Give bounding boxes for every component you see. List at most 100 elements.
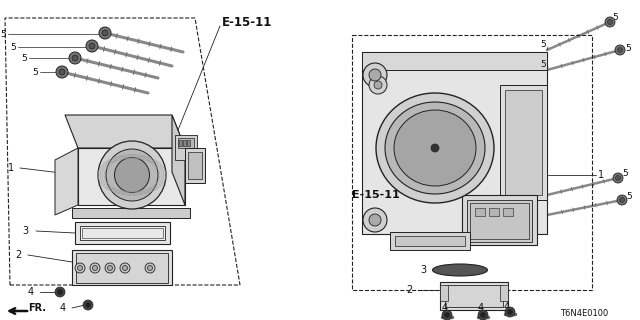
Circle shape: [607, 20, 612, 25]
Text: 5: 5: [32, 68, 38, 76]
Circle shape: [83, 300, 93, 310]
Ellipse shape: [106, 149, 158, 201]
Circle shape: [431, 144, 439, 152]
Circle shape: [147, 266, 152, 270]
Text: E-15-11: E-15-11: [222, 15, 273, 28]
Bar: [390, 232, 470, 250]
Bar: [82, 228, 163, 238]
Bar: [185, 148, 205, 183]
Text: 5: 5: [540, 60, 546, 68]
Circle shape: [617, 195, 627, 205]
Text: E-15-11: E-15-11: [352, 190, 400, 200]
Text: 5: 5: [10, 43, 16, 52]
Text: 5: 5: [622, 169, 628, 178]
Circle shape: [86, 40, 98, 52]
Circle shape: [363, 208, 387, 232]
Text: 1: 1: [8, 163, 14, 173]
Circle shape: [90, 263, 100, 273]
Bar: [179, 140, 182, 146]
Bar: [362, 52, 547, 70]
Bar: [183, 140, 186, 146]
Text: 3: 3: [22, 226, 28, 236]
Bar: [500, 85, 547, 200]
Bar: [489, 208, 499, 216]
Text: 5: 5: [626, 191, 632, 201]
Circle shape: [59, 69, 65, 75]
Ellipse shape: [385, 102, 485, 194]
Text: 5: 5: [21, 53, 27, 62]
Circle shape: [505, 307, 515, 317]
Bar: [470, 203, 529, 239]
Text: 2: 2: [15, 250, 21, 260]
Bar: [500, 285, 508, 301]
Circle shape: [615, 45, 625, 55]
Circle shape: [89, 43, 95, 49]
Text: FR.: FR.: [28, 303, 46, 313]
Text: 5: 5: [625, 44, 631, 52]
Bar: [76, 253, 168, 283]
Circle shape: [69, 52, 81, 64]
Bar: [175, 135, 197, 160]
Circle shape: [369, 69, 381, 81]
Ellipse shape: [394, 110, 476, 186]
Polygon shape: [172, 115, 185, 205]
Ellipse shape: [433, 264, 488, 276]
Bar: [178, 138, 194, 148]
Circle shape: [618, 47, 623, 52]
Bar: [395, 236, 465, 246]
Polygon shape: [65, 115, 185, 148]
Bar: [75, 222, 170, 244]
Bar: [503, 208, 513, 216]
Bar: [362, 52, 547, 234]
Bar: [440, 285, 448, 301]
Text: 5: 5: [612, 12, 618, 21]
Circle shape: [93, 266, 97, 270]
Bar: [445, 285, 503, 307]
Circle shape: [363, 63, 387, 87]
Text: 4: 4: [442, 303, 448, 313]
Circle shape: [77, 266, 83, 270]
Circle shape: [145, 263, 155, 273]
Circle shape: [445, 313, 449, 317]
Circle shape: [478, 310, 488, 320]
Polygon shape: [55, 148, 78, 215]
Text: 4: 4: [478, 303, 484, 313]
Circle shape: [105, 263, 115, 273]
Text: 4: 4: [60, 303, 66, 313]
Text: 5: 5: [540, 39, 546, 49]
Circle shape: [481, 313, 486, 317]
Circle shape: [369, 76, 387, 94]
Text: 3: 3: [420, 265, 426, 275]
Bar: [467, 200, 532, 242]
Bar: [462, 195, 537, 245]
Polygon shape: [72, 208, 190, 218]
Circle shape: [75, 263, 85, 273]
Ellipse shape: [115, 157, 150, 193]
Bar: [352, 35, 592, 290]
Circle shape: [102, 30, 108, 36]
Text: ▪: ▪: [428, 144, 433, 150]
Circle shape: [99, 27, 111, 39]
Bar: [505, 90, 542, 195]
Circle shape: [620, 197, 625, 203]
Bar: [187, 140, 190, 146]
Circle shape: [122, 266, 127, 270]
Circle shape: [613, 173, 623, 183]
Circle shape: [86, 302, 90, 308]
Circle shape: [369, 214, 381, 226]
Ellipse shape: [376, 93, 494, 203]
Circle shape: [72, 55, 78, 61]
Bar: [188, 152, 202, 179]
Text: 4: 4: [28, 287, 34, 297]
Text: 2: 2: [406, 285, 412, 295]
Circle shape: [58, 290, 63, 294]
Circle shape: [120, 263, 130, 273]
Bar: [80, 226, 165, 240]
Circle shape: [508, 309, 513, 315]
Text: 1: 1: [598, 170, 604, 180]
Bar: [72, 250, 172, 285]
Text: T6N4E0100: T6N4E0100: [560, 309, 608, 318]
Circle shape: [616, 175, 621, 180]
Circle shape: [55, 287, 65, 297]
Circle shape: [605, 17, 615, 27]
